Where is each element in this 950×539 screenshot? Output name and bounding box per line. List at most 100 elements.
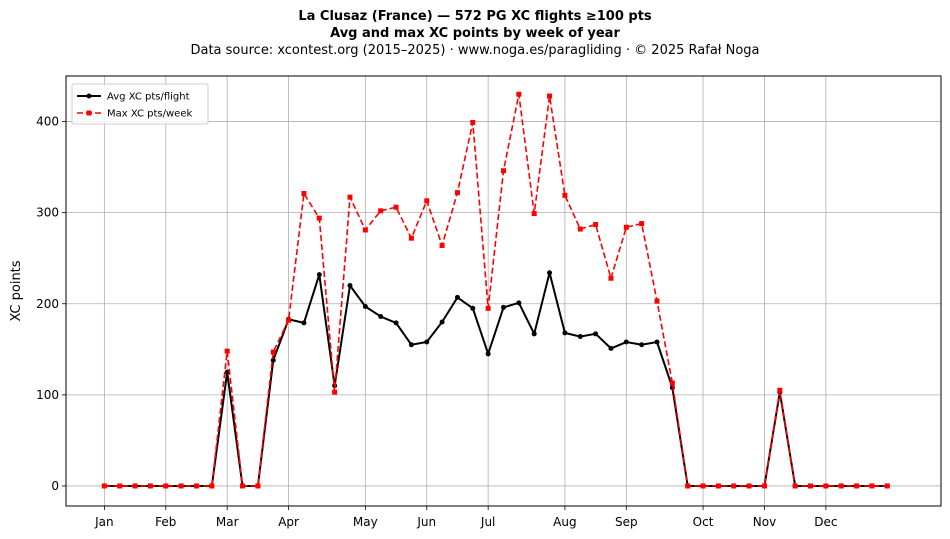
data-point: [485, 305, 491, 311]
data-point: [654, 339, 660, 345]
legend: Avg XC pts/flight Max XC pts/week: [71, 83, 209, 125]
data-point: [362, 303, 368, 309]
data-point: [838, 483, 844, 489]
data-point: [823, 483, 829, 489]
data-point: [454, 294, 460, 300]
data-point: [547, 270, 553, 276]
axis-ticks: Jan Feb Mar Apr May Jun Jul Aug Sep Oct Nov Dec 0 100…: [36, 115, 837, 529]
x-tick-label: Feb: [155, 515, 176, 529]
data-point: [270, 357, 276, 363]
data-point: [854, 483, 860, 489]
data-point: [623, 339, 629, 345]
data-point: [501, 168, 506, 174]
data-point: [577, 334, 583, 340]
y-tick-label: 100: [36, 388, 59, 402]
x-tick-label: Mar: [216, 515, 239, 529]
data-point: [715, 483, 721, 489]
data-point: [224, 348, 230, 354]
data-point: [731, 483, 737, 489]
chart-source: Data source: xcontest.org (2015–2025) · …: [190, 43, 760, 58]
data-point: [454, 190, 460, 196]
data-point: [746, 483, 752, 489]
data-point: [408, 235, 414, 241]
x-tick-label: Jul: [480, 515, 495, 529]
data-point: [163, 483, 169, 489]
data-point: [593, 331, 599, 337]
data-point: [362, 227, 368, 233]
data-point: [639, 221, 645, 227]
x-tick-label: Dec: [814, 515, 837, 529]
legend-label-0: Avg XC pts/flight: [107, 92, 190, 103]
data-point: [209, 483, 215, 489]
x-tick-label: Jun: [416, 515, 436, 529]
chart-subtitle: Avg and max XC points by week of year: [330, 26, 620, 41]
x-tick-label: Jan: [94, 515, 114, 529]
chart-title: La Clusaz (France) — 572 PG XC flights ≥…: [298, 9, 652, 24]
data-point: [408, 342, 414, 348]
data-point: [884, 483, 890, 489]
data-point: [270, 349, 276, 355]
data-point: [792, 483, 798, 489]
data-point: [501, 304, 506, 310]
data-point: [685, 483, 691, 489]
data-point: [608, 275, 614, 281]
chart-titles: La Clusaz (France) — 572 PG XC flights ≥…: [0, 8, 950, 59]
data-point: [577, 226, 583, 232]
data-point: [378, 314, 384, 320]
data-point: [531, 331, 537, 337]
y-tick-label: 200: [36, 297, 59, 311]
y-tick-label: 400: [36, 115, 59, 129]
data-point: [378, 208, 384, 214]
x-tick-label: Oct: [693, 515, 714, 529]
legend-marker: [86, 93, 92, 99]
data-point: [669, 380, 675, 386]
data-point: [623, 224, 629, 230]
data-point: [301, 191, 307, 197]
data-point: [869, 483, 875, 489]
data-point: [316, 272, 322, 278]
data-point: [608, 345, 614, 351]
legend-box: [71, 83, 209, 125]
data-point: [562, 192, 568, 198]
y-tick-label: 300: [36, 206, 59, 220]
data-point: [178, 483, 184, 489]
data-point: [516, 300, 522, 306]
data-point: [332, 389, 338, 395]
data-point: [547, 93, 553, 99]
legend-marker: [86, 110, 92, 116]
data-point: [654, 298, 660, 304]
data-point: [470, 305, 476, 311]
data-point: [439, 319, 445, 325]
data-point: [470, 119, 476, 125]
data-point: [117, 483, 123, 489]
data-point: [301, 320, 307, 326]
data-point: [424, 339, 430, 345]
data-point: [593, 221, 599, 227]
data-point: [286, 317, 292, 323]
data-point: [531, 211, 537, 217]
x-tick-label: Nov: [753, 515, 776, 529]
data-point: [485, 351, 491, 357]
data-point: [147, 483, 153, 489]
data-point: [224, 369, 230, 375]
data-point: [516, 91, 522, 97]
plot-frame: [65, 75, 942, 507]
y-axis-label: XC points: [9, 260, 24, 321]
data-point: [393, 204, 399, 210]
data-point: [439, 242, 445, 248]
data-point: [424, 198, 430, 204]
grid-lines: [66, 76, 941, 506]
data-point: [132, 483, 138, 489]
legend-label-1: Max XC pts/week: [107, 109, 192, 120]
x-tick-label: Aug: [553, 515, 576, 529]
data-point: [639, 342, 645, 348]
data-point: [808, 483, 814, 489]
series-line-1: [104, 94, 888, 487]
data-point: [240, 483, 246, 489]
data-point: [255, 483, 261, 489]
data-point: [761, 483, 767, 489]
data-point: [777, 387, 783, 393]
data-point: [700, 483, 706, 489]
series-group: [101, 91, 890, 489]
